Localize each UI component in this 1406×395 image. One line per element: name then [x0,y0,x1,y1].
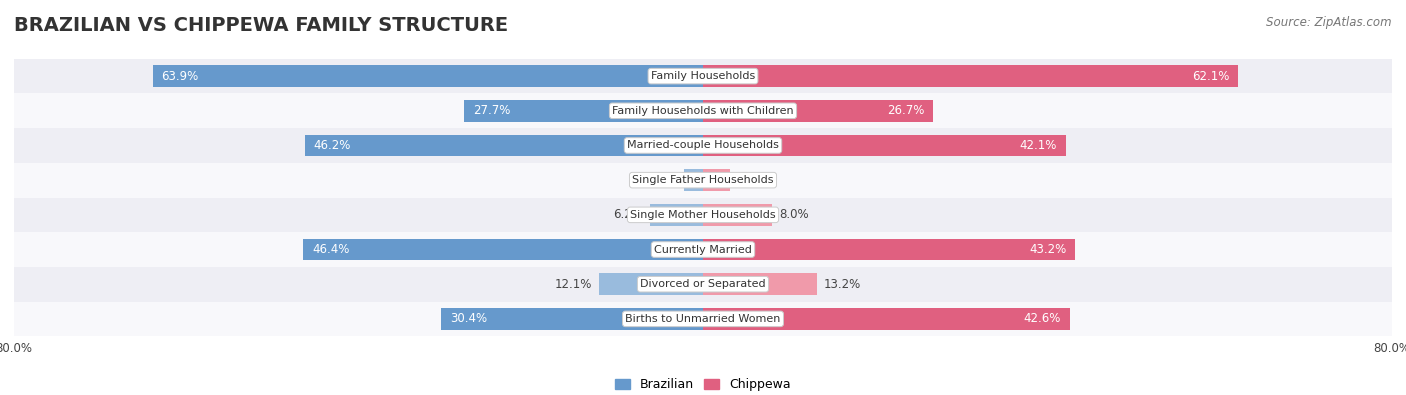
Text: 13.2%: 13.2% [824,278,860,291]
Text: 63.9%: 63.9% [162,70,198,83]
Bar [305,135,703,156]
Text: Currently Married: Currently Married [654,245,752,254]
Text: 62.1%: 62.1% [1192,70,1229,83]
Bar [464,100,703,122]
Bar [14,59,1392,94]
Bar [14,198,1392,232]
Text: 3.1%: 3.1% [737,174,766,187]
Text: Family Households with Children: Family Households with Children [612,106,794,116]
Text: 42.1%: 42.1% [1019,139,1057,152]
Legend: Brazilian, Chippewa: Brazilian, Chippewa [610,373,796,395]
Text: 26.7%: 26.7% [887,104,924,117]
Text: 12.1%: 12.1% [554,278,592,291]
Text: 46.2%: 46.2% [314,139,352,152]
Text: 2.2%: 2.2% [647,174,678,187]
Bar [703,239,1076,260]
Text: Divorced or Separated: Divorced or Separated [640,279,766,289]
Text: Married-couple Households: Married-couple Households [627,141,779,150]
Bar [304,239,703,260]
Bar [703,135,1066,156]
Bar [650,204,703,226]
Bar [14,301,1392,336]
Bar [599,273,703,295]
Bar [685,169,703,191]
Bar [703,100,934,122]
Bar [14,163,1392,198]
Bar [153,65,703,87]
Text: 46.4%: 46.4% [312,243,350,256]
Text: 30.4%: 30.4% [450,312,486,325]
Text: 43.2%: 43.2% [1029,243,1066,256]
Text: 27.7%: 27.7% [472,104,510,117]
Bar [14,94,1392,128]
Bar [703,65,1237,87]
Bar [703,204,772,226]
Text: 8.0%: 8.0% [779,208,808,221]
Text: BRAZILIAN VS CHIPPEWA FAMILY STRUCTURE: BRAZILIAN VS CHIPPEWA FAMILY STRUCTURE [14,16,508,35]
Bar [703,308,1070,330]
Text: Births to Unmarried Women: Births to Unmarried Women [626,314,780,324]
Text: Family Households: Family Households [651,71,755,81]
Text: 6.2%: 6.2% [613,208,643,221]
Text: Single Father Households: Single Father Households [633,175,773,185]
Bar [14,267,1392,301]
Bar [14,232,1392,267]
Bar [14,128,1392,163]
Bar [703,273,817,295]
Text: Single Mother Households: Single Mother Households [630,210,776,220]
Bar [441,308,703,330]
Text: Source: ZipAtlas.com: Source: ZipAtlas.com [1267,16,1392,29]
Bar [703,169,730,191]
Text: 42.6%: 42.6% [1024,312,1062,325]
